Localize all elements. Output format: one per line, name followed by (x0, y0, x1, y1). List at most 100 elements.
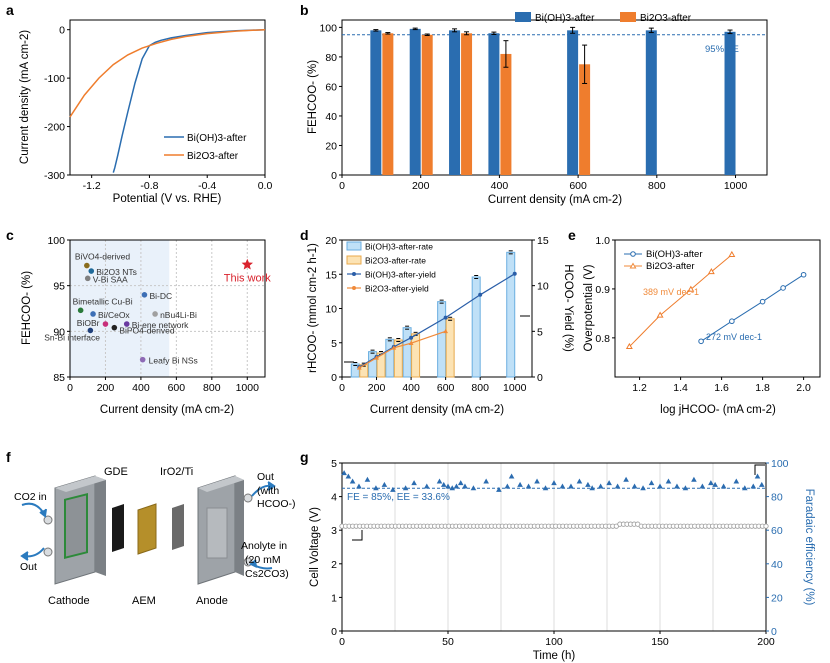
panel-c-xtick-label: 200 (97, 382, 115, 394)
panel-e-series (625, 250, 807, 349)
marker-bi2o3-after (625, 342, 633, 349)
bar-bi-oh-3-after (409, 28, 421, 175)
fe-point (364, 476, 371, 482)
data-point-bivo4-derived (84, 262, 90, 269)
panel-e-ytick-label: 0.8 (595, 333, 610, 345)
fe-point (576, 478, 583, 484)
panel-d-yield-lines (344, 271, 530, 370)
data-point-bimetallic-cu-bi (77, 307, 84, 314)
label-aem: AEM (132, 595, 156, 607)
fe-point (682, 485, 689, 491)
panel-c-ytick-label: 95 (53, 281, 65, 293)
label-out-right-3: HCOO-) (257, 498, 296, 510)
legend-swatch-bi-oh-3-after-rate (346, 241, 362, 251)
gas-diffusion-electrode (112, 504, 124, 552)
panel-b-ytick-label: 60 (325, 81, 337, 93)
data-point-bipo4-derived (111, 324, 118, 331)
data-point-label-leafy-bi-nss: Leafy Bi NSs (149, 356, 198, 366)
fe-point (504, 483, 511, 489)
fe-point (424, 483, 430, 489)
panel-e-ticks: 1.2 1.4 1.6 1.8 2.0 0.8 0.9 1.0 (595, 235, 811, 394)
label-cathode: Cathode (48, 595, 90, 607)
panel-a-xtick-label: -0.4 (198, 180, 216, 192)
fe-point (559, 483, 566, 489)
flow-cell-cathode-plate (43, 475, 106, 585)
panel-e-ytick-label: 0.9 (595, 284, 610, 296)
fe-point (508, 473, 515, 479)
panel-g-ylabel-right: Faradaic efficiency (%) (803, 489, 815, 606)
legend-marker-bi-oh-3-after-yield (352, 272, 356, 276)
panel-d-xlabel: Current density (mA cm-2) (370, 404, 504, 416)
panel-a-ytick-label: -300 (44, 170, 65, 182)
fe-point (568, 483, 574, 489)
panel-b-xtick-label: 200 (412, 180, 430, 192)
panel-c-xlabel: Current density (mA cm-2) (100, 404, 234, 416)
panel-d-ytick-label: 0 (331, 372, 337, 384)
panel-c-ytick-label: 100 (47, 235, 65, 247)
panel-a-legend: Bi(OH)3-after Bi2O3-after (164, 133, 247, 162)
legend-swatch-bi-oh3 (515, 12, 531, 22)
data-point-label-sn-bi-interface: Sn-Bi interface (44, 332, 100, 342)
panel-g-ylabel: Cell Voltage (V) (309, 507, 321, 587)
panel-b-ytick-label: 80 (325, 52, 337, 64)
marker-bi-oh-3-after (759, 298, 766, 305)
panel-a-series (69, 28, 266, 173)
panel-a-xtick-label: 0.0 (258, 180, 273, 192)
panel-g-ytick-label: 0 (331, 626, 337, 638)
panel-d-ytick-label-right: 5 (537, 326, 543, 338)
panel-g-ytick-label-right: 40 (771, 559, 783, 571)
fe-point (436, 478, 443, 484)
panel-g-voltage-points (339, 521, 769, 529)
panel-d-ytick-label: 5 (331, 338, 337, 350)
panel-c-ylabel: FEHCOO- (%) (21, 271, 33, 345)
panel-c-xtick-label: 1000 (236, 382, 260, 394)
marker-bi-oh-3-after (698, 338, 704, 345)
bar-bi2o3-after-rate (393, 339, 403, 378)
panel-d-ytick-label: 10 (325, 304, 337, 316)
panel-label-a: a (6, 2, 14, 18)
bar-bi2o3-after (421, 34, 433, 176)
panel-c-xtick-label: 400 (132, 382, 150, 394)
label-anolyte-1: Anolyte in (241, 540, 287, 552)
slope-label-bi-oh3: 272 mV dec-1 (706, 332, 762, 342)
panel-b-xtick-label: 600 (569, 180, 587, 192)
panel-c-ytick-label: 90 (53, 326, 65, 338)
panel-g-axis-indicators (352, 464, 765, 541)
panel-a-xtick-label: -1.2 (83, 180, 101, 192)
data-point-label-biobr: BiOBr (77, 318, 100, 328)
panel-d-xtick-label: 400 (402, 382, 420, 394)
data-point-this-work (241, 258, 253, 270)
legend-label-bi2o3: Bi2O3-after (187, 151, 239, 162)
panel-g-xtick-label: 100 (545, 636, 563, 648)
label-co2-in: CO2 in (14, 491, 47, 503)
marker-bi2o3-after (728, 250, 736, 257)
marker-bi-oh-3-after (780, 285, 786, 291)
label-anolyte-3: Cs2CO3) (245, 568, 289, 580)
label-iro2-ti: IrO2/Ti (160, 466, 193, 478)
label-out-right-2: (with (257, 485, 279, 497)
panel-g-ytick-label-right: 100 (771, 458, 789, 470)
panel-b: 0 200 400 600 800 1000 0 20 40 60 80 100 Bi(OH)3-af… (307, 12, 768, 206)
legend-label-bi2o3: Bi2O3-after (640, 13, 692, 24)
marker-bi2o3-after-yield (408, 340, 414, 346)
fe-point (750, 483, 757, 489)
panel-b-xtick-label: 0 (339, 180, 345, 192)
panel-f-schematic: GDE IrO2/Ti CO2 in Out Out (with HCOO-) … (14, 466, 296, 607)
voltage-point (763, 523, 769, 529)
panel-b-xtick-label: 800 (648, 180, 666, 192)
panel-d-ytick-label: 15 (325, 269, 337, 281)
panel-g-xtick-label: 50 (442, 636, 454, 648)
fe-point (606, 480, 612, 486)
panel-g-xtick-label: 150 (651, 636, 669, 648)
panel-e-legend: Bi(OH)3-after Bi2O3-after (624, 249, 702, 272)
fe-point (470, 485, 477, 491)
bar-bi-oh-3-after-rate (402, 327, 412, 378)
fe-point (742, 485, 748, 491)
fe-point (657, 483, 663, 489)
label-out-right-1: Out (257, 471, 274, 483)
panel-e-xtick-label: 2.0 (796, 382, 811, 394)
panel-e: 1.2 1.4 1.6 1.8 2.0 0.8 0.9 1.0 Bi(OH)3-after B… (583, 235, 821, 416)
fe-point (542, 485, 549, 491)
